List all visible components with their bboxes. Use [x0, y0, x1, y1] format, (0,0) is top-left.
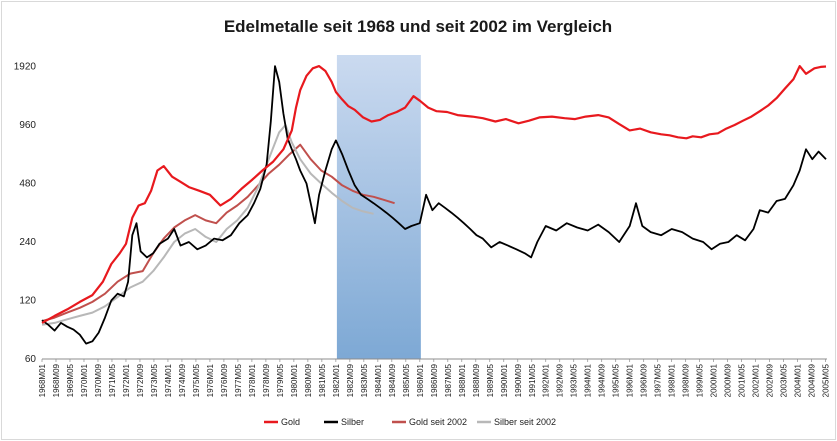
- x-tick-label: 1976M09: [220, 363, 229, 397]
- x-tick-label: 1970M01: [80, 363, 89, 397]
- x-tick-layer: 1968M01 1968M09 1969M05 1970M01 1970M09 1971M…: [38, 359, 831, 397]
- x-tick-label: 1979M05: [276, 363, 285, 397]
- x-tick-label: 1987M05: [444, 363, 453, 397]
- x-tick-label: 1976M01: [206, 363, 215, 397]
- series-line-silber-seit-2002: [41, 124, 374, 326]
- y-tick-label: 120: [19, 295, 36, 306]
- x-tick-label: 1980M09: [304, 363, 313, 397]
- series-line-gold: [41, 65, 827, 324]
- x-tick-label: 1994M09: [598, 363, 607, 397]
- x-tick-label: 1973M05: [150, 363, 159, 397]
- x-tick-label: 1991M05: [528, 363, 537, 397]
- x-tick-label: 1988M09: [472, 363, 481, 397]
- x-tick-label: 1978M09: [262, 363, 271, 397]
- x-tick-label: 1992M09: [556, 363, 565, 397]
- y-tick-label: 240: [19, 237, 36, 248]
- x-tick-label: 1968M01: [38, 363, 47, 397]
- x-tick-label: 2001M05: [738, 363, 747, 397]
- x-tick-label: 1989M05: [486, 363, 495, 397]
- x-tick-label: 1975M05: [192, 363, 201, 397]
- x-tick-label: 2005M05: [822, 363, 831, 397]
- y-tick-label: 960: [19, 120, 36, 131]
- x-tick-label: 1998M01: [668, 363, 677, 397]
- x-tick-label: 1970M09: [94, 363, 103, 397]
- x-tick-label: 2004M09: [808, 363, 817, 397]
- x-tick-label: 2002M09: [766, 363, 775, 397]
- x-tick-label: 1977M05: [234, 363, 243, 397]
- y-tick-label: 1920: [14, 61, 37, 72]
- legend-label: Gold seit 2002: [409, 417, 467, 427]
- x-tick-label: 1986M01: [416, 363, 425, 397]
- x-tick-label: 1968M09: [52, 363, 61, 397]
- x-tick-label: 1996M09: [640, 363, 649, 397]
- x-tick-label: 1996M01: [626, 363, 635, 397]
- x-tick-label: 1978M01: [248, 363, 257, 397]
- x-tick-label: 1972M09: [136, 363, 145, 397]
- x-tick-label: 2000M01: [710, 363, 719, 397]
- x-tick-label: 1993M05: [570, 363, 579, 397]
- x-tick-label: 1981M05: [318, 363, 327, 397]
- series-line-silber: [41, 65, 827, 345]
- x-tick-label: 1982M01: [332, 363, 341, 397]
- x-tick-label: 1974M09: [178, 363, 187, 397]
- x-tick-label: 1969M05: [66, 363, 75, 397]
- legend: Gold Silber Gold seit 2002 Silber seit 2002: [264, 417, 556, 427]
- x-tick-label: 1999M05: [696, 363, 705, 397]
- x-tick-label: 1984M01: [374, 363, 383, 397]
- x-tick-label: 2002M01: [752, 363, 761, 397]
- x-tick-label: 1983M05: [360, 363, 369, 397]
- x-tick-label: 1986M09: [430, 363, 439, 397]
- x-tick-label: 1997M05: [654, 363, 663, 397]
- x-tick-label: 1971M05: [108, 363, 117, 397]
- x-tick-label: 2003M05: [780, 363, 789, 397]
- x-tick-label: 1990M01: [500, 363, 509, 397]
- y-tick-label: 60: [25, 354, 37, 365]
- x-tick-label: 1992M01: [542, 363, 551, 397]
- x-tick-label: 1982M09: [346, 363, 355, 397]
- series-line-gold-seit-2002: [41, 143, 395, 323]
- x-tick-label: 1995M05: [612, 363, 621, 397]
- x-tick-label: 1998M09: [682, 363, 691, 397]
- x-tick-label: 1994M01: [584, 363, 593, 397]
- y-tick-layer: 60 120 240 480 960 1920: [14, 61, 827, 365]
- x-tick-label: 1972M01: [122, 363, 131, 397]
- x-tick-label: 1988M01: [458, 363, 467, 397]
- chart-title: Edelmetalle seit 1968 und seit 2002 im V…: [224, 17, 612, 36]
- y-tick-label: 480: [19, 178, 36, 189]
- x-tick-label: 1980M01: [290, 363, 299, 397]
- legend-label: Silber: [341, 417, 364, 427]
- x-tick-label: 1990M09: [514, 363, 523, 397]
- legend-label: Silber seit 2002: [494, 417, 556, 427]
- x-tick-label: 2004M01: [794, 363, 803, 397]
- x-tick-label: 2000M09: [724, 363, 733, 397]
- legend-label: Gold: [281, 417, 300, 427]
- series-layer: [41, 65, 827, 345]
- x-tick-label: 1985M05: [402, 363, 411, 397]
- x-tick-label: 1974M01: [164, 363, 173, 397]
- x-tick-label: 1984M09: [388, 363, 397, 397]
